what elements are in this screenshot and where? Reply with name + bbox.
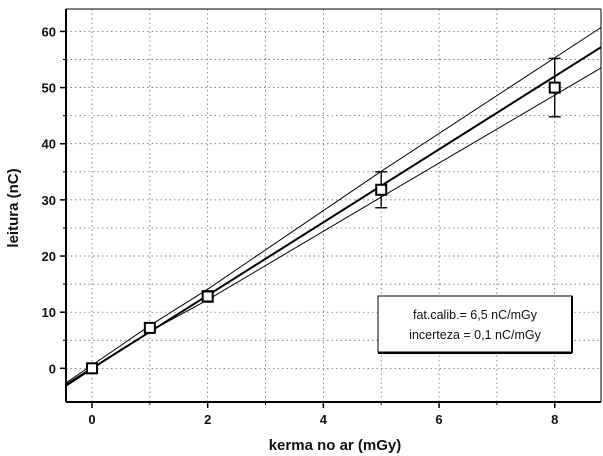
y-tick-label: 10 bbox=[42, 305, 56, 320]
x-tick-label: 6 bbox=[435, 412, 442, 427]
x-axis-label: kerma no ar (mGy) bbox=[269, 437, 402, 454]
axes bbox=[65, 8, 602, 403]
y-tick-label: 0 bbox=[49, 361, 56, 376]
y-tick-label: 20 bbox=[42, 249, 56, 264]
y-tick-label: 50 bbox=[42, 81, 56, 96]
x-tick-label: 2 bbox=[204, 412, 211, 427]
upper-confidence-band bbox=[65, 27, 602, 384]
y-tick-label: 60 bbox=[42, 24, 56, 39]
y-tick-label: 40 bbox=[42, 137, 56, 152]
data-point bbox=[86, 362, 99, 375]
data-points bbox=[86, 57, 561, 375]
data-point bbox=[143, 321, 156, 334]
data-point bbox=[201, 290, 214, 303]
x-tick-label: 0 bbox=[88, 412, 95, 427]
y-tick-label: 30 bbox=[42, 193, 56, 208]
data-point bbox=[375, 183, 388, 196]
ticks: 0 10 20 30 40 50 60 0 2 4 6 8 bbox=[42, 24, 559, 427]
x-tick-label: 4 bbox=[320, 412, 328, 427]
annotation-line-2: incerteza = 0,1 nC/mGy bbox=[409, 328, 541, 342]
annotation-line-1: fat.calib.= 6,5 nC/mGy bbox=[413, 308, 538, 322]
x-tick-label: 8 bbox=[551, 412, 558, 427]
y-axis-label: leitura (nC) bbox=[5, 168, 22, 247]
annotation-box: fat.calib.= 6,5 nC/mGy incerteza = 0,1 n… bbox=[377, 295, 573, 354]
data-point bbox=[548, 81, 561, 94]
